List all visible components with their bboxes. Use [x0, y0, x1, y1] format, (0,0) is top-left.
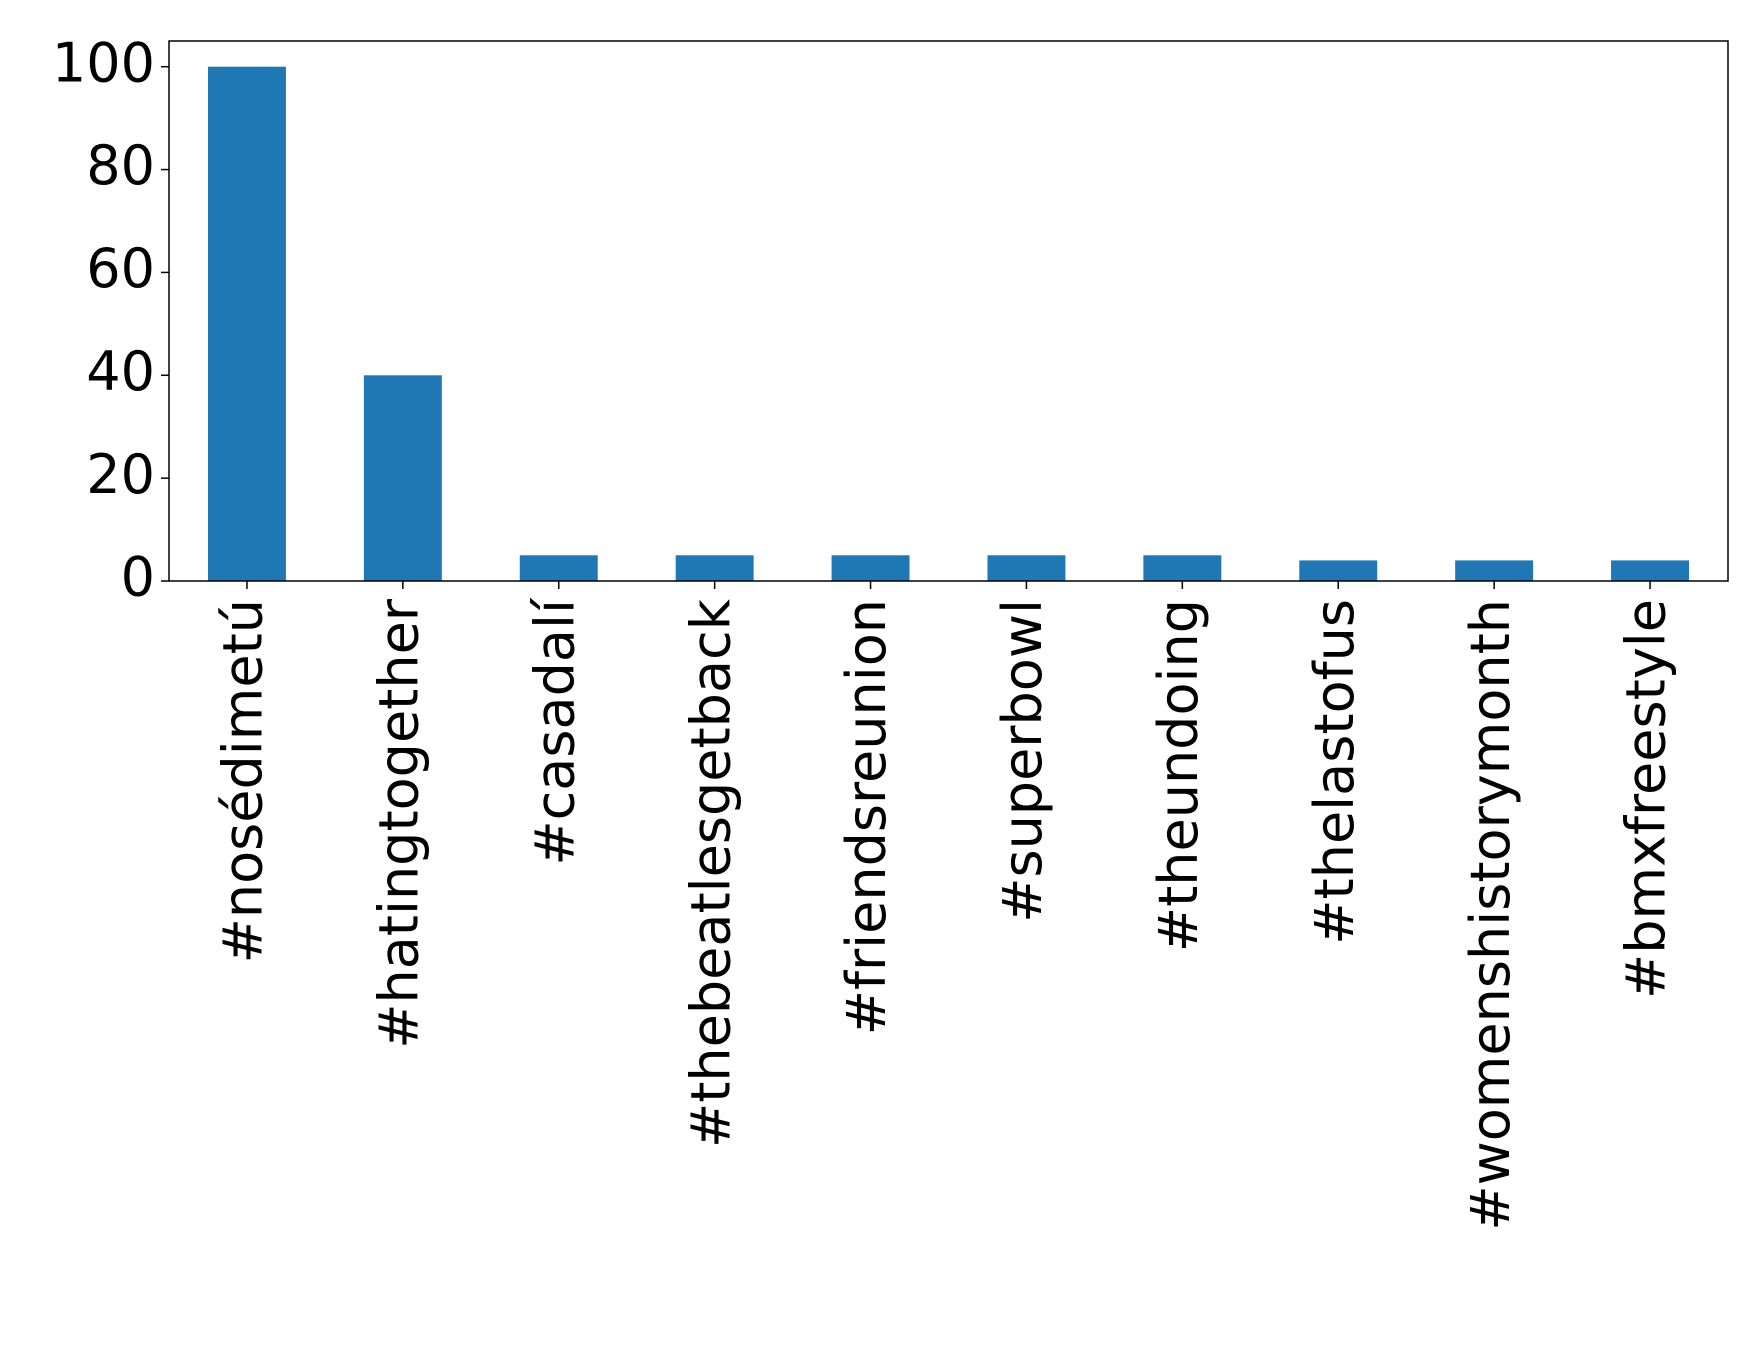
x-tick-label: #womenshistorymonth	[1459, 599, 1522, 1231]
bar	[1143, 555, 1222, 581]
bar	[831, 555, 910, 581]
x-tick-label: #bmxfreestyle	[1615, 599, 1678, 999]
plot-frame	[168, 40, 1729, 582]
y-tick-label: 0	[121, 546, 155, 609]
bar	[519, 555, 598, 581]
x-tick-label: #superbowl	[991, 599, 1054, 923]
x-tick-label: #thelastofus	[1303, 599, 1366, 945]
x-tick-label: #casadalí	[523, 597, 586, 866]
bar	[207, 66, 286, 581]
y-tick-label: 80	[86, 134, 155, 197]
bar	[1455, 560, 1534, 581]
y-tick-label: 40	[86, 340, 155, 403]
x-tick-label: #theundoing	[1147, 599, 1210, 952]
bar	[987, 555, 1066, 581]
y-tick-label: 100	[52, 31, 155, 94]
y-tick-label: 20	[86, 443, 155, 506]
x-tick-label: #friendsreunion	[835, 599, 898, 1035]
x-tick-label: #nosédimetú	[212, 599, 275, 963]
bar	[1299, 560, 1378, 581]
bar	[1611, 560, 1690, 581]
x-tick-label: #thebeatlesgetback	[679, 598, 742, 1148]
x-tick-label: #hatingtogether	[367, 598, 430, 1049]
y-tick-label: 60	[86, 237, 155, 300]
bar	[675, 555, 754, 581]
bar	[363, 375, 442, 581]
